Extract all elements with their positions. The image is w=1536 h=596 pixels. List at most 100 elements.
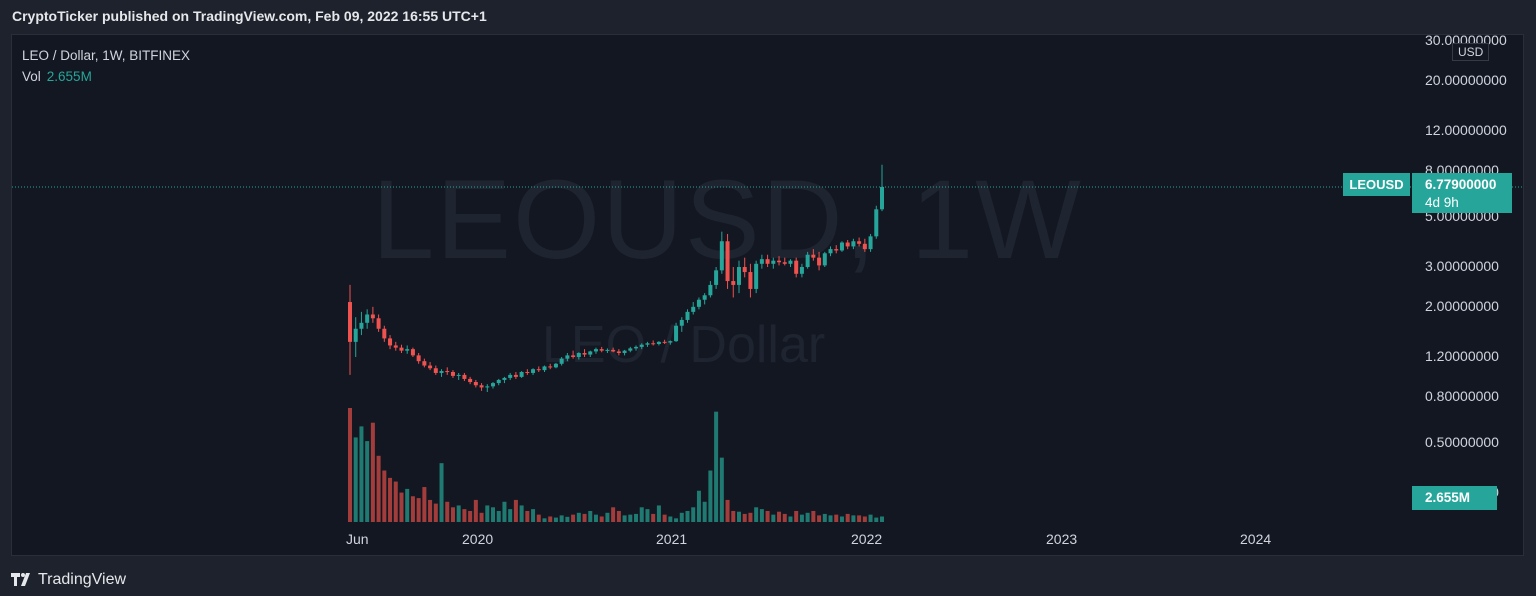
- candle-body[interactable]: [599, 349, 604, 351]
- candle-body[interactable]: [805, 254, 810, 268]
- candle-body[interactable]: [639, 344, 644, 347]
- candle-body[interactable]: [462, 374, 467, 379]
- candle-body[interactable]: [845, 242, 850, 247]
- candle-body[interactable]: [393, 345, 398, 348]
- candle-body[interactable]: [576, 352, 581, 357]
- candle-body[interactable]: [439, 371, 444, 373]
- candle-body[interactable]: [388, 338, 393, 346]
- candle-body[interactable]: [851, 241, 856, 247]
- candle-body[interactable]: [450, 372, 455, 376]
- candle-body[interactable]: [405, 349, 410, 351]
- candle-body[interactable]: [868, 236, 873, 250]
- candle-body[interactable]: [862, 243, 867, 250]
- candle-body[interactable]: [353, 328, 358, 342]
- candle-body[interactable]: [496, 379, 501, 384]
- candle-body[interactable]: [525, 372, 530, 374]
- candlestick-plot[interactable]: [12, 35, 1524, 556]
- candle-body[interactable]: [708, 284, 713, 296]
- candle-body[interactable]: [399, 347, 404, 351]
- candle-body[interactable]: [748, 272, 753, 289]
- candle-body[interactable]: [794, 260, 799, 274]
- tradingview-logo-icon[interactable]: [11, 573, 35, 591]
- candle-body[interactable]: [491, 383, 496, 387]
- candle-body[interactable]: [742, 267, 747, 273]
- currency-label[interactable]: USD: [1452, 43, 1490, 61]
- candle-body[interactable]: [691, 306, 696, 312]
- candle-body[interactable]: [685, 311, 690, 320]
- candle-body[interactable]: [559, 358, 564, 364]
- candle-body[interactable]: [513, 374, 518, 377]
- candle-body[interactable]: [616, 351, 621, 353]
- candle-body[interactable]: [582, 352, 587, 355]
- candle-body[interactable]: [479, 385, 484, 388]
- candle-body[interactable]: [548, 366, 553, 368]
- candle-body[interactable]: [605, 349, 610, 351]
- candle-body[interactable]: [834, 249, 839, 251]
- candle-body[interactable]: [765, 259, 770, 264]
- candle-body[interactable]: [857, 241, 862, 244]
- candle-body[interactable]: [656, 341, 661, 344]
- candle-body[interactable]: [365, 314, 370, 323]
- candle-body[interactable]: [445, 371, 450, 373]
- candle-body[interactable]: [880, 186, 884, 210]
- candle-body[interactable]: [416, 355, 421, 362]
- candle-body[interactable]: [799, 267, 804, 274]
- symbol-legend[interactable]: LEO / Dollar, 1W, BITFINEX: [22, 48, 191, 63]
- candle-body[interactable]: [628, 348, 633, 351]
- candle-body[interactable]: [553, 363, 558, 368]
- candle-body[interactable]: [410, 349, 415, 356]
- candle-body[interactable]: [359, 322, 364, 329]
- candle-body[interactable]: [754, 263, 759, 289]
- candle-body[interactable]: [788, 260, 793, 264]
- candle-body[interactable]: [611, 349, 616, 352]
- volume-legend[interactable]: Vol 2.655M: [22, 66, 190, 87]
- candle-body[interactable]: [348, 302, 352, 342]
- candle-body[interactable]: [376, 318, 381, 329]
- candle-body[interactable]: [634, 346, 639, 349]
- tradingview-brand[interactable]: TradingView: [38, 571, 127, 588]
- candle-body[interactable]: [771, 260, 776, 264]
- candle-body[interactable]: [382, 328, 387, 339]
- candle-body[interactable]: [668, 341, 673, 343]
- candle-body[interactable]: [519, 372, 524, 377]
- candle-body[interactable]: [542, 366, 547, 371]
- candle-body[interactable]: [508, 374, 513, 378]
- candle-body[interactable]: [662, 341, 667, 343]
- candle-body[interactable]: [651, 343, 656, 345]
- candle-body[interactable]: [531, 369, 536, 373]
- candle-body[interactable]: [422, 361, 427, 366]
- candle-body[interactable]: [714, 270, 719, 285]
- candle-body[interactable]: [565, 355, 570, 359]
- candle-body[interactable]: [536, 369, 541, 371]
- candle-body[interactable]: [874, 209, 879, 237]
- candle-body[interactable]: [502, 377, 507, 380]
- candle-body[interactable]: [828, 249, 833, 254]
- candle-body[interactable]: [428, 365, 433, 369]
- candle-body[interactable]: [759, 259, 764, 264]
- candle-body[interactable]: [817, 257, 822, 266]
- candle-body[interactable]: [702, 295, 707, 300]
- candle-body[interactable]: [370, 314, 375, 319]
- candle-body[interactable]: [674, 325, 679, 342]
- candle-body[interactable]: [679, 319, 684, 326]
- candle-body[interactable]: [593, 349, 598, 352]
- candle-body[interactable]: [571, 355, 576, 357]
- candle-body[interactable]: [719, 241, 724, 271]
- candle-body[interactable]: [725, 241, 730, 282]
- candle-body[interactable]: [473, 382, 478, 386]
- candle-body[interactable]: [822, 253, 827, 266]
- candle-body[interactable]: [696, 299, 701, 307]
- candle-body[interactable]: [731, 281, 736, 285]
- candle-body[interactable]: [839, 242, 844, 251]
- candle-body[interactable]: [588, 351, 593, 355]
- candle-body[interactable]: [485, 386, 490, 388]
- candle-body[interactable]: [811, 254, 816, 258]
- candle-body[interactable]: [433, 368, 438, 373]
- candle-body[interactable]: [622, 350, 627, 353]
- candle-body[interactable]: [736, 267, 741, 285]
- candle-body[interactable]: [777, 260, 782, 263]
- candle-body[interactable]: [782, 262, 787, 264]
- candle-body[interactable]: [645, 343, 650, 345]
- candle-body[interactable]: [468, 378, 473, 383]
- chart-pane[interactable]: LEOUSD, 1W LEO / Dollar LEO / Dollar, 1W…: [11, 34, 1524, 556]
